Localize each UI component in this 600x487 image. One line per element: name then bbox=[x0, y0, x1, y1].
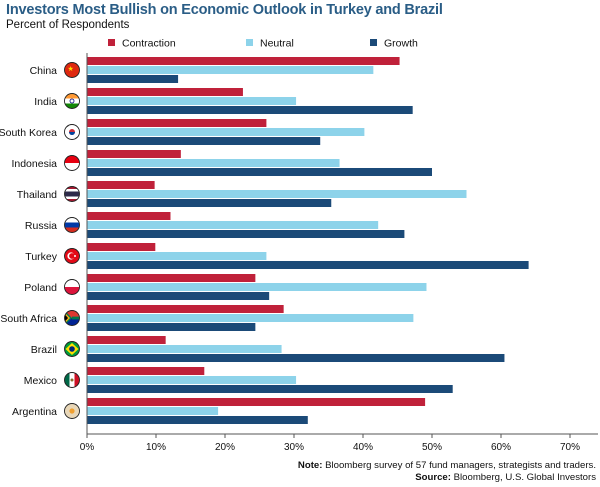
south-africa-flag-icon bbox=[64, 310, 80, 326]
bar-growth-india bbox=[87, 106, 413, 114]
bar-neutral-south-korea bbox=[87, 128, 365, 136]
bar-contraction-poland bbox=[87, 274, 256, 282]
bar-neutral-turkey bbox=[87, 252, 267, 260]
x-tick-label: 20% bbox=[215, 442, 235, 453]
legend-swatch-neutral bbox=[246, 39, 253, 46]
bar-contraction-thailand bbox=[87, 181, 155, 189]
bar-growth-brazil bbox=[87, 354, 505, 362]
mexico-flag-icon bbox=[64, 372, 80, 388]
category-label: Turkey bbox=[25, 251, 57, 263]
bar-growth-thailand bbox=[87, 199, 332, 207]
india-flag-icon bbox=[64, 93, 80, 109]
bar-neutral-brazil bbox=[87, 345, 282, 353]
legend-swatch-contraction bbox=[108, 39, 115, 46]
bar-neutral-china bbox=[87, 66, 374, 74]
bar-growth-south-korea bbox=[87, 137, 321, 145]
china-flag-icon: ★ bbox=[64, 62, 80, 78]
note-line: Note: Bloomberg survey of 57 fund manage… bbox=[298, 460, 596, 472]
bar-neutral-indonesia bbox=[87, 159, 340, 167]
thailand-flag-icon bbox=[64, 186, 80, 202]
footnote: Note: Bloomberg survey of 57 fund manage… bbox=[298, 460, 596, 484]
source-text: Bloomberg, U.S. Global Investors bbox=[450, 472, 596, 483]
indonesia-flag-icon bbox=[64, 155, 80, 171]
bar-contraction-russia bbox=[87, 212, 171, 220]
bar-growth-china bbox=[87, 75, 179, 83]
source-label: Source: bbox=[415, 472, 451, 483]
category-label: China bbox=[30, 65, 58, 77]
poland-flag-icon bbox=[64, 279, 80, 295]
bar-contraction-india bbox=[87, 88, 243, 96]
bar-growth-poland bbox=[87, 292, 270, 300]
x-tick-label: 50% bbox=[422, 442, 442, 453]
bar-neutral-poland bbox=[87, 283, 427, 291]
bar-growth-mexico bbox=[87, 385, 453, 393]
x-tick-label: 40% bbox=[353, 442, 373, 453]
category-label: Poland bbox=[24, 282, 57, 294]
bar-neutral-mexico bbox=[87, 376, 297, 384]
note-label: Note: bbox=[297, 460, 323, 471]
x-tick-label: 60% bbox=[491, 442, 511, 453]
bar-growth-argentina bbox=[87, 416, 308, 424]
bar-neutral-russia bbox=[87, 221, 379, 229]
category-label: Mexico bbox=[24, 375, 57, 387]
bar-contraction-turkey bbox=[87, 243, 156, 251]
bar-neutral-argentina bbox=[87, 407, 219, 415]
category-label: India bbox=[34, 96, 57, 108]
bar-neutral-india bbox=[87, 97, 297, 105]
bar-growth-russia bbox=[87, 230, 405, 238]
turkey-flag-icon bbox=[64, 248, 80, 264]
category-label: Indonesia bbox=[11, 158, 57, 170]
x-tick-label: 70% bbox=[560, 442, 580, 453]
bar-neutral-thailand bbox=[87, 190, 467, 198]
bar-contraction-argentina bbox=[87, 398, 426, 406]
bar-neutral-south-africa bbox=[87, 314, 414, 322]
x-tick-label: 30% bbox=[284, 442, 304, 453]
category-label: Russia bbox=[25, 220, 57, 232]
bar-contraction-indonesia bbox=[87, 150, 181, 158]
legend-label-growth: Growth bbox=[384, 38, 418, 50]
x-tick-label: 10% bbox=[146, 442, 166, 453]
russia-flag-icon bbox=[64, 217, 80, 233]
legend-swatch-growth bbox=[370, 39, 377, 46]
source-line: Source: Bloomberg, U.S. Global Investors bbox=[298, 472, 596, 484]
legend-label-neutral: Neutral bbox=[260, 38, 294, 50]
bar-contraction-brazil bbox=[87, 336, 166, 344]
category-label: Argentina bbox=[12, 406, 57, 418]
legend-label-contraction: Contraction bbox=[122, 38, 176, 50]
bar-growth-south-africa bbox=[87, 323, 256, 331]
chart-title: Investors Most Bullish on Economic Outlo… bbox=[6, 2, 443, 18]
argentina-flag-icon bbox=[64, 403, 80, 419]
note-text: Bloomberg survey of 57 fund managers, st… bbox=[322, 460, 596, 471]
bar-contraction-mexico bbox=[87, 367, 205, 375]
category-label: Brazil bbox=[31, 344, 57, 356]
south-korea-flag-icon bbox=[64, 124, 80, 140]
svg-text:★: ★ bbox=[68, 65, 74, 73]
category-label: South Korea bbox=[0, 127, 57, 139]
brazil-flag-icon bbox=[64, 341, 80, 357]
bar-growth-indonesia bbox=[87, 168, 432, 176]
chart-subtitle: Percent of Respondents bbox=[6, 19, 130, 31]
bar-contraction-china bbox=[87, 57, 400, 65]
bar-growth-turkey bbox=[87, 261, 529, 269]
bar-contraction-south-africa bbox=[87, 305, 284, 313]
category-label: Thailand bbox=[17, 189, 57, 201]
category-label: South Africa bbox=[0, 313, 57, 325]
bar-contraction-south-korea bbox=[87, 119, 267, 127]
x-tick-label: 0% bbox=[80, 442, 95, 453]
